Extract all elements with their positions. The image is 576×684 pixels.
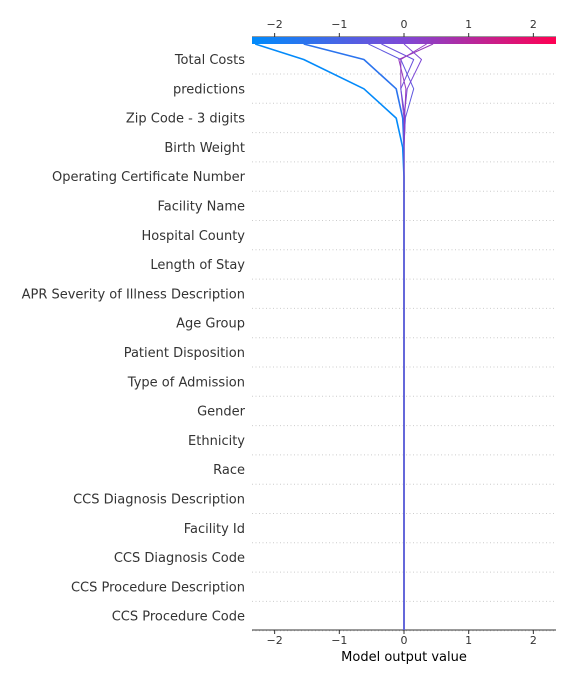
top-tick-label: −2 <box>267 18 283 31</box>
decision-line-1 <box>303 43 405 630</box>
decision-line-7 <box>398 43 434 630</box>
feature-label: CCS Procedure Description <box>71 580 245 595</box>
feature-label: Hospital County <box>142 229 246 244</box>
decision-line-2 <box>254 43 405 630</box>
top-tick-label: 1 <box>465 18 472 31</box>
feature-label: Zip Code - 3 digits <box>126 112 245 127</box>
decision-line-5 <box>403 43 422 630</box>
feature-label: Type of Admission <box>127 375 245 390</box>
top-tick-label: 0 <box>401 18 408 31</box>
top-tick-label: −1 <box>331 18 347 31</box>
feature-label: Gender <box>197 405 246 420</box>
feature-label: CCS Diagnosis Code <box>114 551 245 566</box>
feature-label: Age Group <box>176 317 245 332</box>
colorbar <box>252 37 556 44</box>
decision-line-3 <box>368 43 415 630</box>
top-tick-label: 2 <box>530 18 537 31</box>
feature-label: Race <box>213 463 245 478</box>
feature-label: CCS Diagnosis Description <box>73 493 245 508</box>
bottom-tick-label: −2 <box>267 634 283 647</box>
feature-labels: Total Costs predictions Zip Code - 3 digit… <box>22 53 246 625</box>
x-axis-title: Model output value <box>341 650 467 665</box>
decision-lines <box>254 43 434 630</box>
feature-label: Length of Stay <box>150 258 245 273</box>
feature-label: CCS Procedure Code <box>112 610 245 625</box>
feature-label: Ethnicity <box>188 434 245 449</box>
bottom-tick-label: −1 <box>331 634 347 647</box>
feature-label: APR Severity of Illness Description <box>22 287 245 302</box>
feature-label: Facility Name <box>157 200 245 215</box>
feature-label: predictions <box>173 82 245 97</box>
bottom-tick-label: 1 <box>465 634 472 647</box>
bottom-tick-label: 2 <box>530 634 537 647</box>
decision-line-6 <box>381 43 415 630</box>
bottom-tick-label: 0 <box>401 634 408 647</box>
feature-label: Operating Certificate Number <box>52 170 246 185</box>
feature-label: Birth Weight <box>164 141 245 156</box>
feature-label: Total Costs <box>174 53 245 68</box>
feature-label: Facility Id <box>184 522 245 537</box>
feature-label: Patient Disposition <box>124 346 245 361</box>
